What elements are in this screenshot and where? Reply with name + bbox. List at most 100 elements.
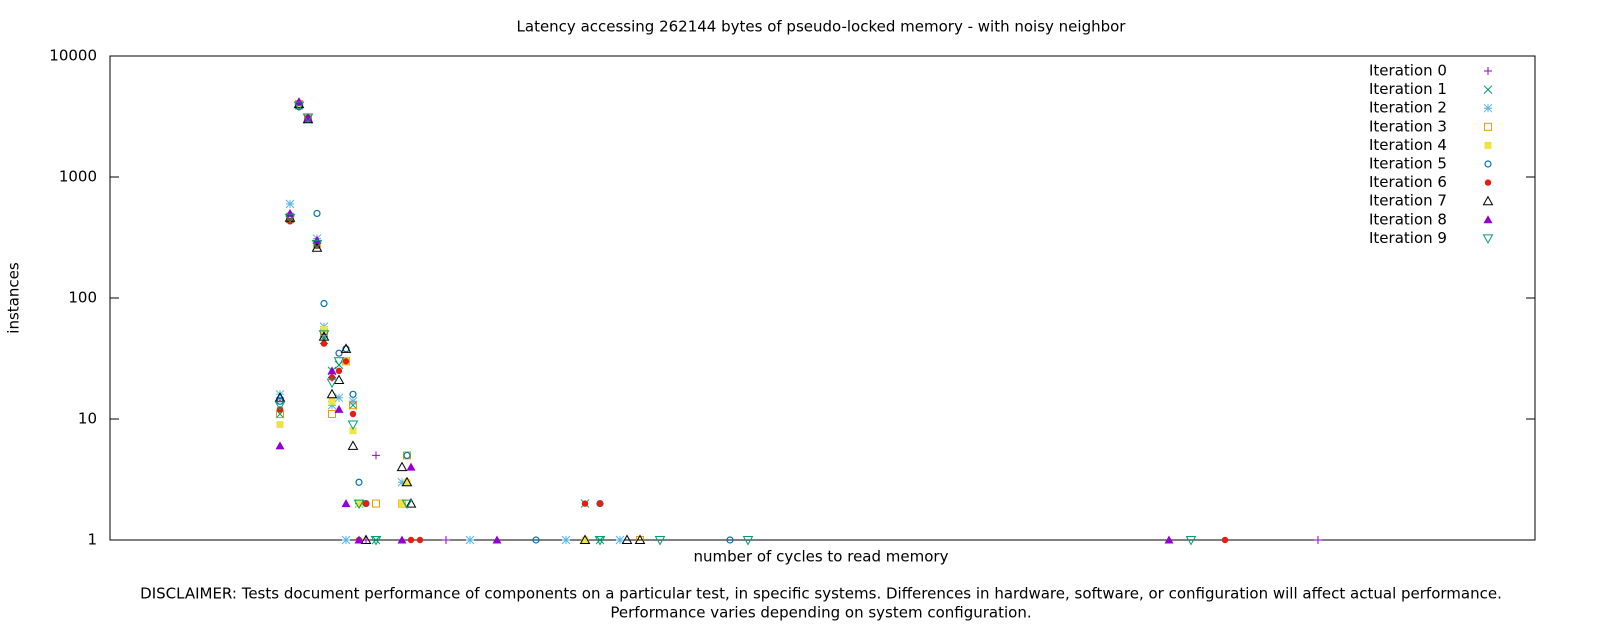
legend-marker bbox=[1484, 122, 1492, 131]
legend-label: Iteration 4 bbox=[1369, 136, 1447, 154]
marker bbox=[401, 499, 413, 510]
legend-label: Iteration 3 bbox=[1369, 117, 1447, 135]
legend-label: Iteration 1 bbox=[1369, 80, 1447, 98]
marker bbox=[334, 393, 344, 403]
marker bbox=[285, 208, 295, 217]
marker bbox=[492, 535, 502, 544]
marker bbox=[347, 420, 359, 431]
marker bbox=[341, 535, 351, 545]
legend-marker bbox=[1483, 85, 1493, 94]
marker bbox=[442, 536, 450, 544]
legend-marker bbox=[1484, 179, 1492, 186]
marker bbox=[276, 421, 284, 429]
marker bbox=[274, 401, 286, 411]
marker bbox=[354, 535, 364, 544]
marker bbox=[340, 343, 352, 353]
marker bbox=[465, 535, 475, 545]
legend-marker bbox=[1484, 141, 1492, 149]
marker bbox=[596, 500, 604, 507]
marker bbox=[654, 536, 666, 546]
marker bbox=[353, 499, 365, 510]
marker bbox=[407, 536, 415, 544]
y-tick-label: 10000 bbox=[49, 47, 97, 65]
marker bbox=[406, 462, 416, 471]
marker bbox=[532, 536, 540, 544]
marker bbox=[311, 242, 323, 252]
marker bbox=[275, 441, 285, 450]
plot-frame bbox=[109, 55, 1536, 541]
marker bbox=[398, 500, 406, 508]
marker bbox=[284, 213, 296, 224]
marker bbox=[405, 498, 417, 508]
legend-label: Iteration 2 bbox=[1369, 99, 1447, 117]
legend-label: Iteration 0 bbox=[1369, 62, 1447, 80]
legend-label: Iteration 7 bbox=[1369, 192, 1447, 210]
marker bbox=[594, 536, 606, 546]
marker bbox=[581, 500, 589, 507]
legend-marker bbox=[1483, 215, 1493, 224]
marker bbox=[355, 478, 363, 486]
marker bbox=[342, 358, 350, 365]
marker bbox=[397, 477, 407, 487]
y-tick-label: 100 bbox=[68, 289, 97, 307]
marker bbox=[742, 536, 754, 546]
legend-marker bbox=[1484, 160, 1492, 168]
marker bbox=[403, 451, 411, 460]
marker bbox=[285, 199, 295, 209]
legend-marker bbox=[1484, 67, 1492, 75]
legend-marker bbox=[1482, 234, 1494, 244]
marker bbox=[274, 392, 286, 402]
marker bbox=[326, 378, 338, 389]
marker bbox=[335, 349, 343, 357]
footnote: Performance varies depending on system c… bbox=[610, 604, 1031, 622]
legend-label: Iteration 6 bbox=[1369, 173, 1447, 191]
marker bbox=[313, 209, 321, 218]
marker bbox=[1314, 536, 1322, 544]
marker bbox=[312, 235, 322, 244]
marker bbox=[1185, 536, 1197, 546]
marker bbox=[595, 535, 605, 545]
marker bbox=[579, 534, 591, 544]
marker bbox=[349, 390, 357, 398]
marker bbox=[334, 404, 344, 413]
marker bbox=[328, 409, 336, 418]
marker bbox=[726, 536, 734, 544]
marker bbox=[327, 366, 337, 375]
marker bbox=[349, 410, 357, 418]
marker bbox=[326, 388, 338, 399]
marker bbox=[403, 478, 411, 486]
y-axis-label: instances bbox=[5, 262, 23, 334]
marker bbox=[294, 97, 304, 106]
marker bbox=[401, 476, 413, 487]
marker bbox=[341, 499, 351, 508]
marker bbox=[311, 239, 323, 250]
marker bbox=[275, 409, 285, 419]
marker bbox=[561, 535, 571, 545]
marker bbox=[327, 400, 337, 410]
marker bbox=[349, 427, 357, 435]
y-tick-label: 1 bbox=[87, 531, 97, 549]
marker bbox=[372, 451, 380, 460]
x-axis-label: number of cycles to read memory bbox=[694, 548, 949, 566]
marker bbox=[293, 101, 305, 112]
marker bbox=[634, 534, 646, 544]
marker bbox=[313, 242, 321, 250]
marker bbox=[333, 357, 345, 367]
legend-label: Iteration 9 bbox=[1369, 229, 1447, 247]
y-tick-label: 1000 bbox=[59, 168, 97, 186]
marker bbox=[318, 331, 330, 341]
marker bbox=[328, 397, 336, 405]
marker bbox=[1164, 535, 1174, 544]
marker bbox=[621, 534, 633, 544]
marker bbox=[320, 325, 328, 333]
marker bbox=[370, 536, 382, 546]
legend-marker bbox=[1482, 195, 1494, 206]
marker bbox=[347, 440, 359, 450]
marker bbox=[302, 113, 314, 124]
marker bbox=[355, 500, 363, 508]
legend-marker bbox=[1483, 103, 1493, 113]
y-tick-label: 10 bbox=[78, 410, 97, 428]
marker bbox=[328, 374, 336, 381]
marker bbox=[275, 389, 285, 399]
